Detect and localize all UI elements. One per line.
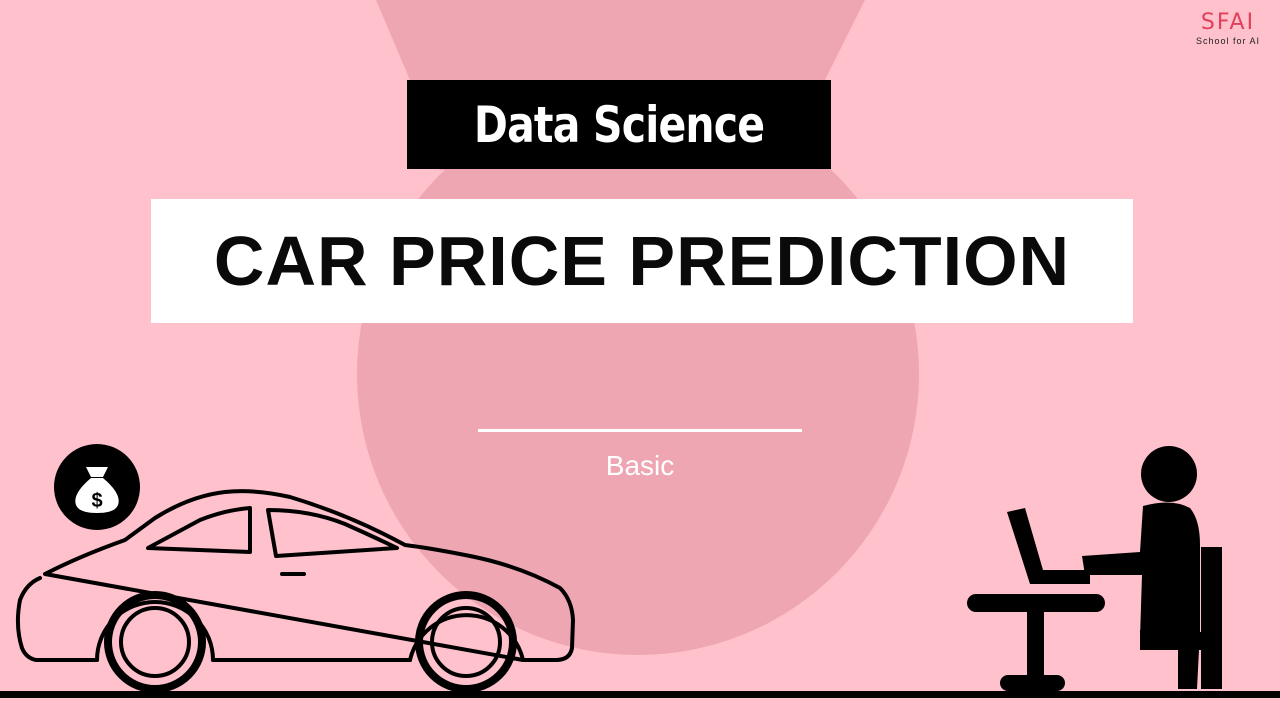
page-title: CAR PRICE PREDICTION <box>151 199 1133 323</box>
category-tag: Data Science <box>407 80 831 169</box>
logo-mark: SFAI <box>1200 10 1256 35</box>
level-label: Basic <box>605 450 675 481</box>
divider <box>478 429 802 432</box>
person-at-desk-illustration <box>967 446 1222 691</box>
sfai-logo: SFAI School for AI <box>1186 10 1270 50</box>
car-illustration <box>15 489 575 693</box>
logo-subtitle: School for AI <box>1195 36 1261 46</box>
money-bag-icon: $ <box>54 444 140 530</box>
svg-text:$: $ <box>91 490 102 512</box>
category-tag-label: Data Science <box>473 95 765 154</box>
ground-line <box>0 691 1280 698</box>
